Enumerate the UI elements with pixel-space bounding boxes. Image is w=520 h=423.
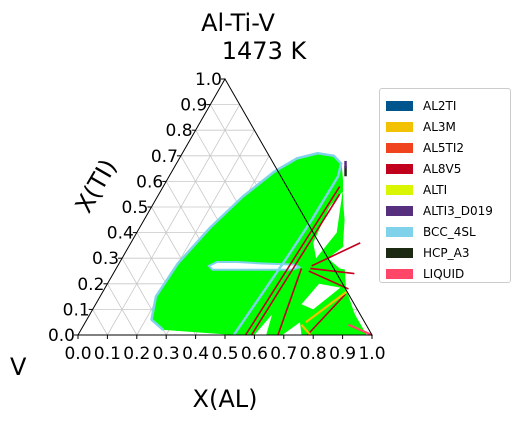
legend-label: AL3M [423, 120, 456, 134]
legend-item: AL5TI2 [386, 137, 510, 158]
y-tick-label: 0.1 [63, 300, 90, 320]
y-tick-label: 0.9 [180, 96, 207, 116]
legend-item: AL2TI [386, 95, 510, 116]
legend-label: AL2TI [423, 99, 456, 113]
legend-label: AL5TI2 [423, 141, 464, 155]
legend-item: BCC_4SL [386, 221, 510, 242]
x-tick-label: 0.1 [94, 344, 121, 364]
y-tick-label: 0.2 [77, 275, 104, 295]
legend-swatch [386, 227, 413, 237]
x-tick-label: 0.5 [211, 344, 238, 364]
legend-swatch [386, 206, 413, 216]
legend-swatch [386, 122, 413, 132]
chart-title: Al-Ti-V [201, 9, 275, 37]
legend-label: AL8V5 [423, 162, 461, 176]
y-tick-label: 0.6 [136, 172, 163, 192]
chart-subtitle: 1473 K [222, 37, 308, 65]
legend-item: AL3M [386, 116, 510, 137]
legend-swatch [386, 101, 413, 111]
x-tick-label: 0.4 [182, 344, 209, 364]
legend-swatch [386, 185, 413, 195]
x-tick-label: 0.2 [123, 344, 150, 364]
legend-label: BCC_4SL [423, 225, 476, 239]
y-tick-label: 0.4 [107, 224, 134, 244]
y-tick-label: 0.3 [92, 249, 119, 269]
x-axis-label: X(AL) [193, 385, 258, 413]
legend-item: ALTI3_D019 [386, 200, 510, 221]
x-tick-label: 0.0 [64, 344, 91, 364]
legend-swatch [386, 164, 413, 174]
legend-label: LIQUID [423, 267, 464, 281]
legend-label: HCP_A3 [423, 246, 469, 260]
x-tick-label: 0.8 [300, 344, 327, 364]
legend-label: ALTI [423, 183, 447, 197]
legend-swatch [386, 143, 413, 153]
y-axis-label: X(TI) [70, 154, 123, 217]
corner-label-v: V [10, 353, 27, 381]
x-tick-label: 0.7 [270, 344, 297, 364]
y-tick-label: 0.7 [151, 147, 178, 167]
legend-swatch [386, 248, 413, 258]
y-tick-label: 1.0 [195, 70, 222, 90]
legend-item: LIQUID [386, 263, 510, 284]
legend-label: ALTI3_D019 [423, 204, 493, 218]
y-tick-label: 0.5 [121, 198, 148, 218]
x-tick-labels: 0.0 0.1 0.2 0.3 0.4 0.5 0.6 0.7 0.8 0.9 1.0 [64, 335, 385, 364]
legend-item: HCP_A3 [386, 242, 510, 263]
legend-swatch [386, 269, 413, 279]
x-tick-label: 0.9 [329, 344, 356, 364]
x-tick-label: 0.6 [241, 344, 268, 364]
x-tick-label: 0.3 [153, 344, 180, 364]
legend-item: AL8V5 [386, 158, 510, 179]
y-tick-label: 0.8 [166, 121, 193, 141]
legend-item: ALTI [386, 179, 510, 200]
x-tick-label: 1.0 [358, 344, 385, 364]
legend: AL2TI AL3M AL5TI2 AL8V5 ALTI ALTI3_D019 BCC_4S… [379, 88, 511, 283]
y-tick-label: 0.0 [48, 326, 75, 346]
grid-line [93, 309, 108, 335]
